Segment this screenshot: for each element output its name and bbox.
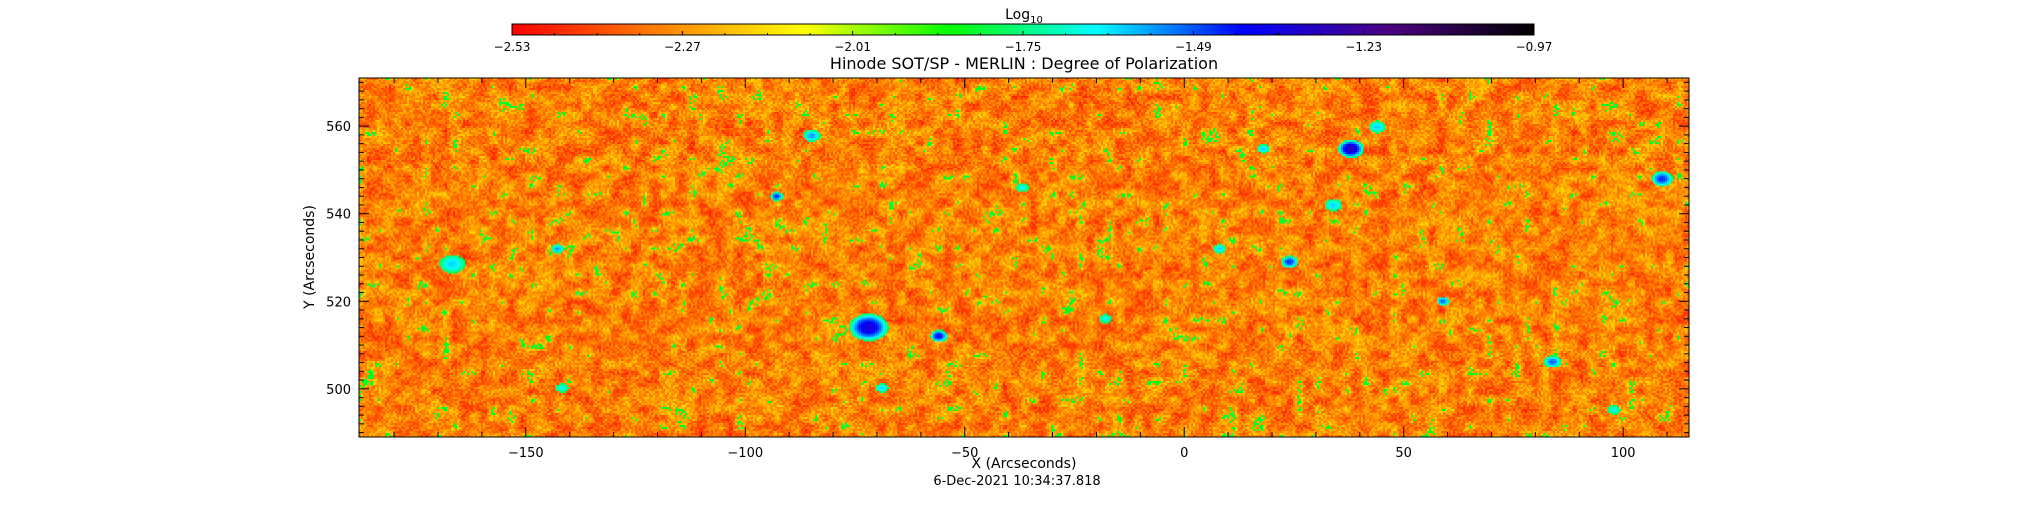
x-tick-label: 100 (1611, 446, 1636, 461)
x-axis: −150 −100 −50 0 50 100 (393, 78, 1668, 461)
colorbar-tick-label: −2.53 (494, 40, 531, 54)
x-tick-label: −150 (508, 446, 544, 461)
colorbar-tick-label: −1.75 (1005, 40, 1042, 54)
colorbar-tick-label: −1.23 (1345, 40, 1382, 54)
y-tick-label: 500 (326, 383, 351, 398)
y-axis: 500 520 540 560 (326, 81, 1689, 434)
colorbar-tick-label: −2.01 (834, 40, 871, 54)
x-axis-label: X (Arcseconds) (972, 456, 1077, 472)
x-tick-label: −100 (727, 446, 763, 461)
y-tick-label: 560 (326, 120, 351, 135)
chart-title: Hinode SOT/SP - MERLIN : Degree of Polar… (830, 54, 1218, 73)
timestamp: 6-Dec-2021 10:34:37.818 (933, 474, 1100, 489)
heatmap (359, 78, 1689, 437)
x-tick-label: 50 (1395, 446, 1412, 461)
colorbar-label-subscript: 10 (1030, 15, 1043, 26)
heatmap-image-wrapper (359, 78, 1689, 437)
y-tick-label: 520 (326, 295, 351, 310)
x-tick-label: 0 (1180, 446, 1188, 461)
colorbar: Log10 −2.53 −2.27 −2.01 −1.75 −1.49 −1.23 −0.9… (494, 7, 1553, 54)
colorbar-ticks: −2.53 −2.27 −2.01 −1.75 −1.49 −1.23 −0.97 (494, 31, 1553, 54)
y-tick-label: 540 (326, 208, 351, 223)
colorbar-tick-label: −0.97 (1516, 40, 1553, 54)
colorbar-tick-label: −2.27 (664, 40, 701, 54)
heatmap-canvas (359, 78, 1689, 437)
x-tick-label: −50 (951, 446, 978, 461)
colorbar-tick-label: −1.49 (1175, 40, 1212, 54)
y-axis-label: Y (Arcseconds) (302, 205, 318, 310)
colorbar-label: Log10 (1005, 7, 1043, 26)
